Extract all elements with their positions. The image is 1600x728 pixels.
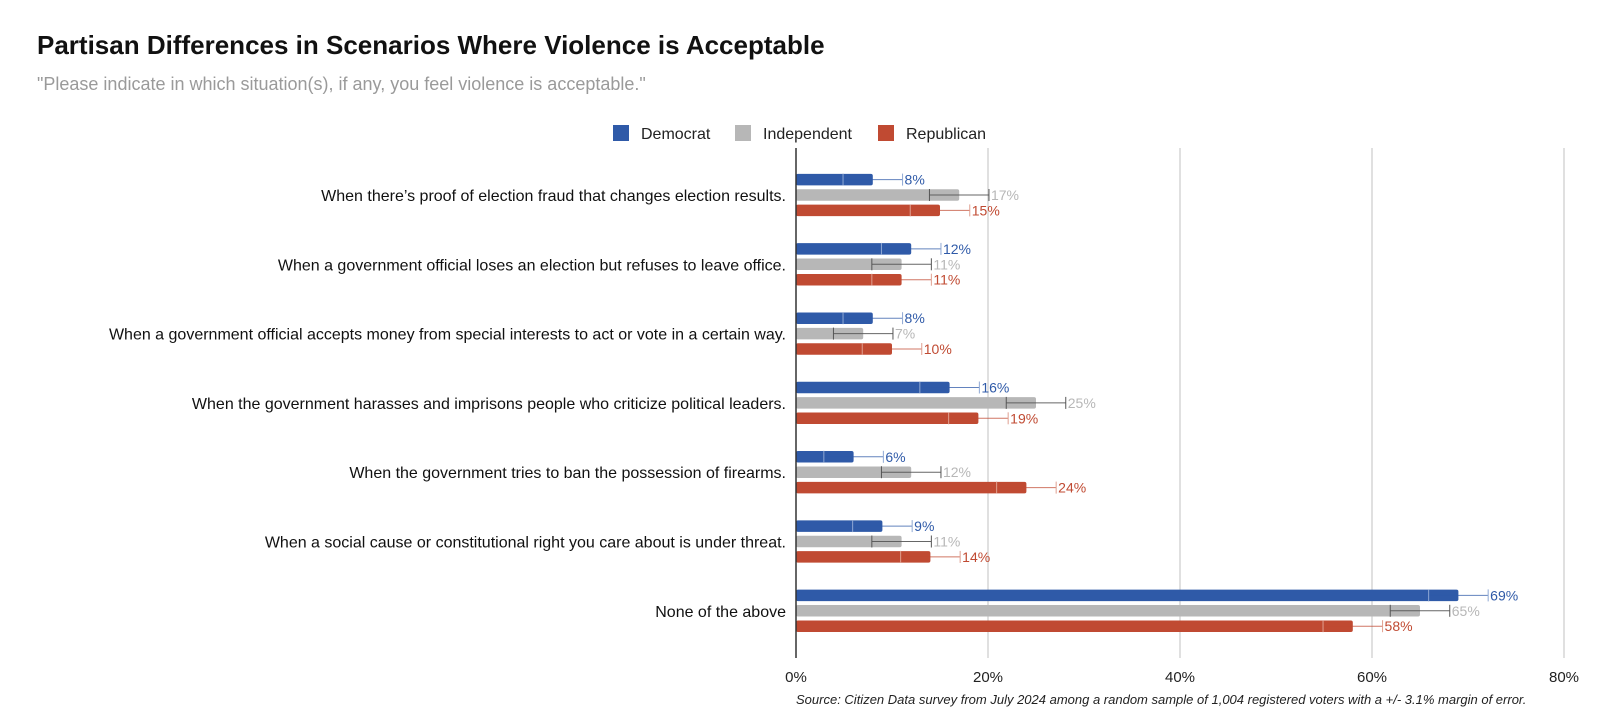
data-label: 10% [924, 341, 952, 357]
bar-republican [796, 343, 892, 355]
category-label: None of the above [655, 604, 786, 621]
category-label: When a social cause or constitutional ri… [265, 535, 786, 552]
legend-swatch [613, 125, 629, 141]
category-label: When there’s proof of election fraud tha… [321, 188, 786, 205]
data-label: 8% [905, 310, 925, 326]
bar-republican [796, 620, 1353, 632]
bar-independent [796, 605, 1420, 617]
chart-subtitle: "Please indicate in which situation(s), … [37, 74, 646, 94]
bar-republican [796, 273, 902, 286]
data-label: 7% [895, 326, 915, 342]
data-label: 16% [981, 380, 1009, 396]
data-label: 12% [943, 464, 971, 480]
data-label: 11% [933, 256, 960, 272]
data-label: 11% [933, 272, 960, 288]
bar-independent [796, 535, 902, 548]
data-label: 19% [1010, 410, 1038, 426]
bar-independent [796, 258, 902, 271]
x-tick-label: 60% [1357, 669, 1387, 686]
category-label: When a government official loses an elec… [278, 257, 786, 274]
legend-label: Independent [763, 126, 853, 143]
bar-democrat [796, 520, 883, 532]
bar-independent [796, 466, 912, 478]
data-label: 12% [943, 241, 971, 257]
legend-label: Republican [906, 126, 986, 143]
bar-independent [796, 397, 1036, 409]
bar-democrat [796, 243, 912, 255]
bar-independent [796, 327, 864, 340]
bar-democrat [796, 173, 873, 186]
legend-swatch [878, 125, 894, 141]
legend-swatch [735, 125, 751, 141]
source-note: Source: Citizen Data survey from July 20… [796, 692, 1527, 707]
x-tick-label: 80% [1549, 669, 1579, 686]
data-label: 65% [1452, 603, 1480, 619]
bar-democrat [796, 312, 873, 324]
data-label: 25% [1068, 395, 1096, 411]
bar-republican [796, 551, 931, 563]
bar-democrat [796, 589, 1459, 602]
bar-democrat [796, 381, 950, 394]
bar-republican [796, 204, 940, 217]
data-label: 17% [991, 187, 1019, 203]
category-label: When the government harasses and impriso… [192, 396, 786, 413]
x-tick-label: 40% [1165, 669, 1195, 686]
chart-title: Partisan Differences in Scenarios Where … [37, 30, 825, 60]
x-tick-label: 20% [973, 669, 1003, 686]
bar-republican [796, 481, 1027, 494]
data-label: 8% [905, 172, 925, 188]
data-label: 24% [1058, 480, 1086, 496]
data-label: 11% [933, 534, 960, 550]
data-label: 69% [1490, 587, 1518, 603]
data-label: 15% [972, 202, 1000, 218]
data-label: 14% [962, 549, 990, 565]
bar-republican [796, 412, 979, 425]
legend-label: Democrat [641, 126, 711, 143]
bar-independent [796, 189, 960, 201]
x-tick-label: 0% [785, 669, 807, 686]
category-label: When a government official accepts money… [109, 327, 786, 344]
category-label: When the government tries to ban the pos… [349, 465, 786, 482]
data-label: 6% [885, 449, 905, 465]
data-label: 9% [914, 518, 934, 534]
data-label: 58% [1385, 618, 1413, 634]
